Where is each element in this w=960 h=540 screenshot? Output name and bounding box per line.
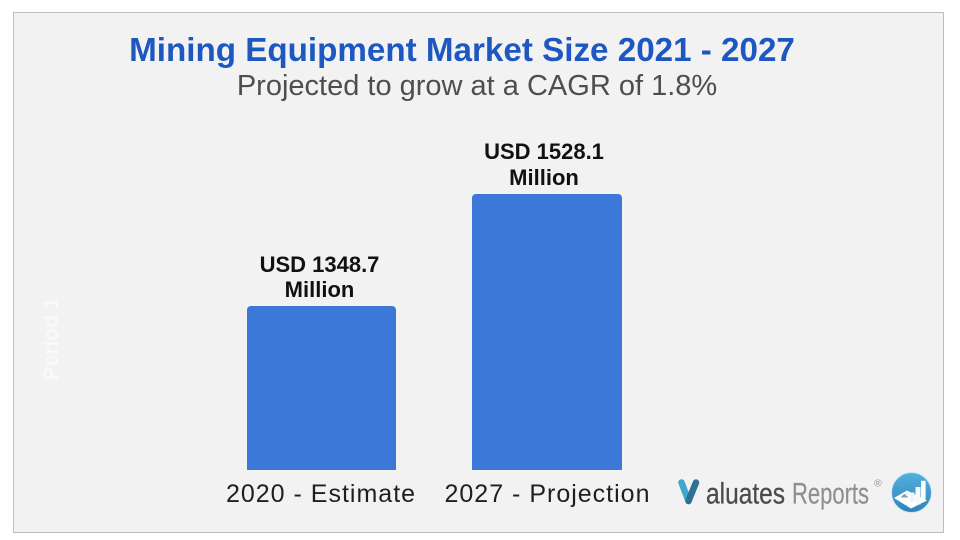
svg-text:®: ®	[874, 478, 882, 490]
svg-text:aluates: aluates	[706, 478, 785, 511]
svg-text:Reports: Reports	[792, 478, 869, 511]
